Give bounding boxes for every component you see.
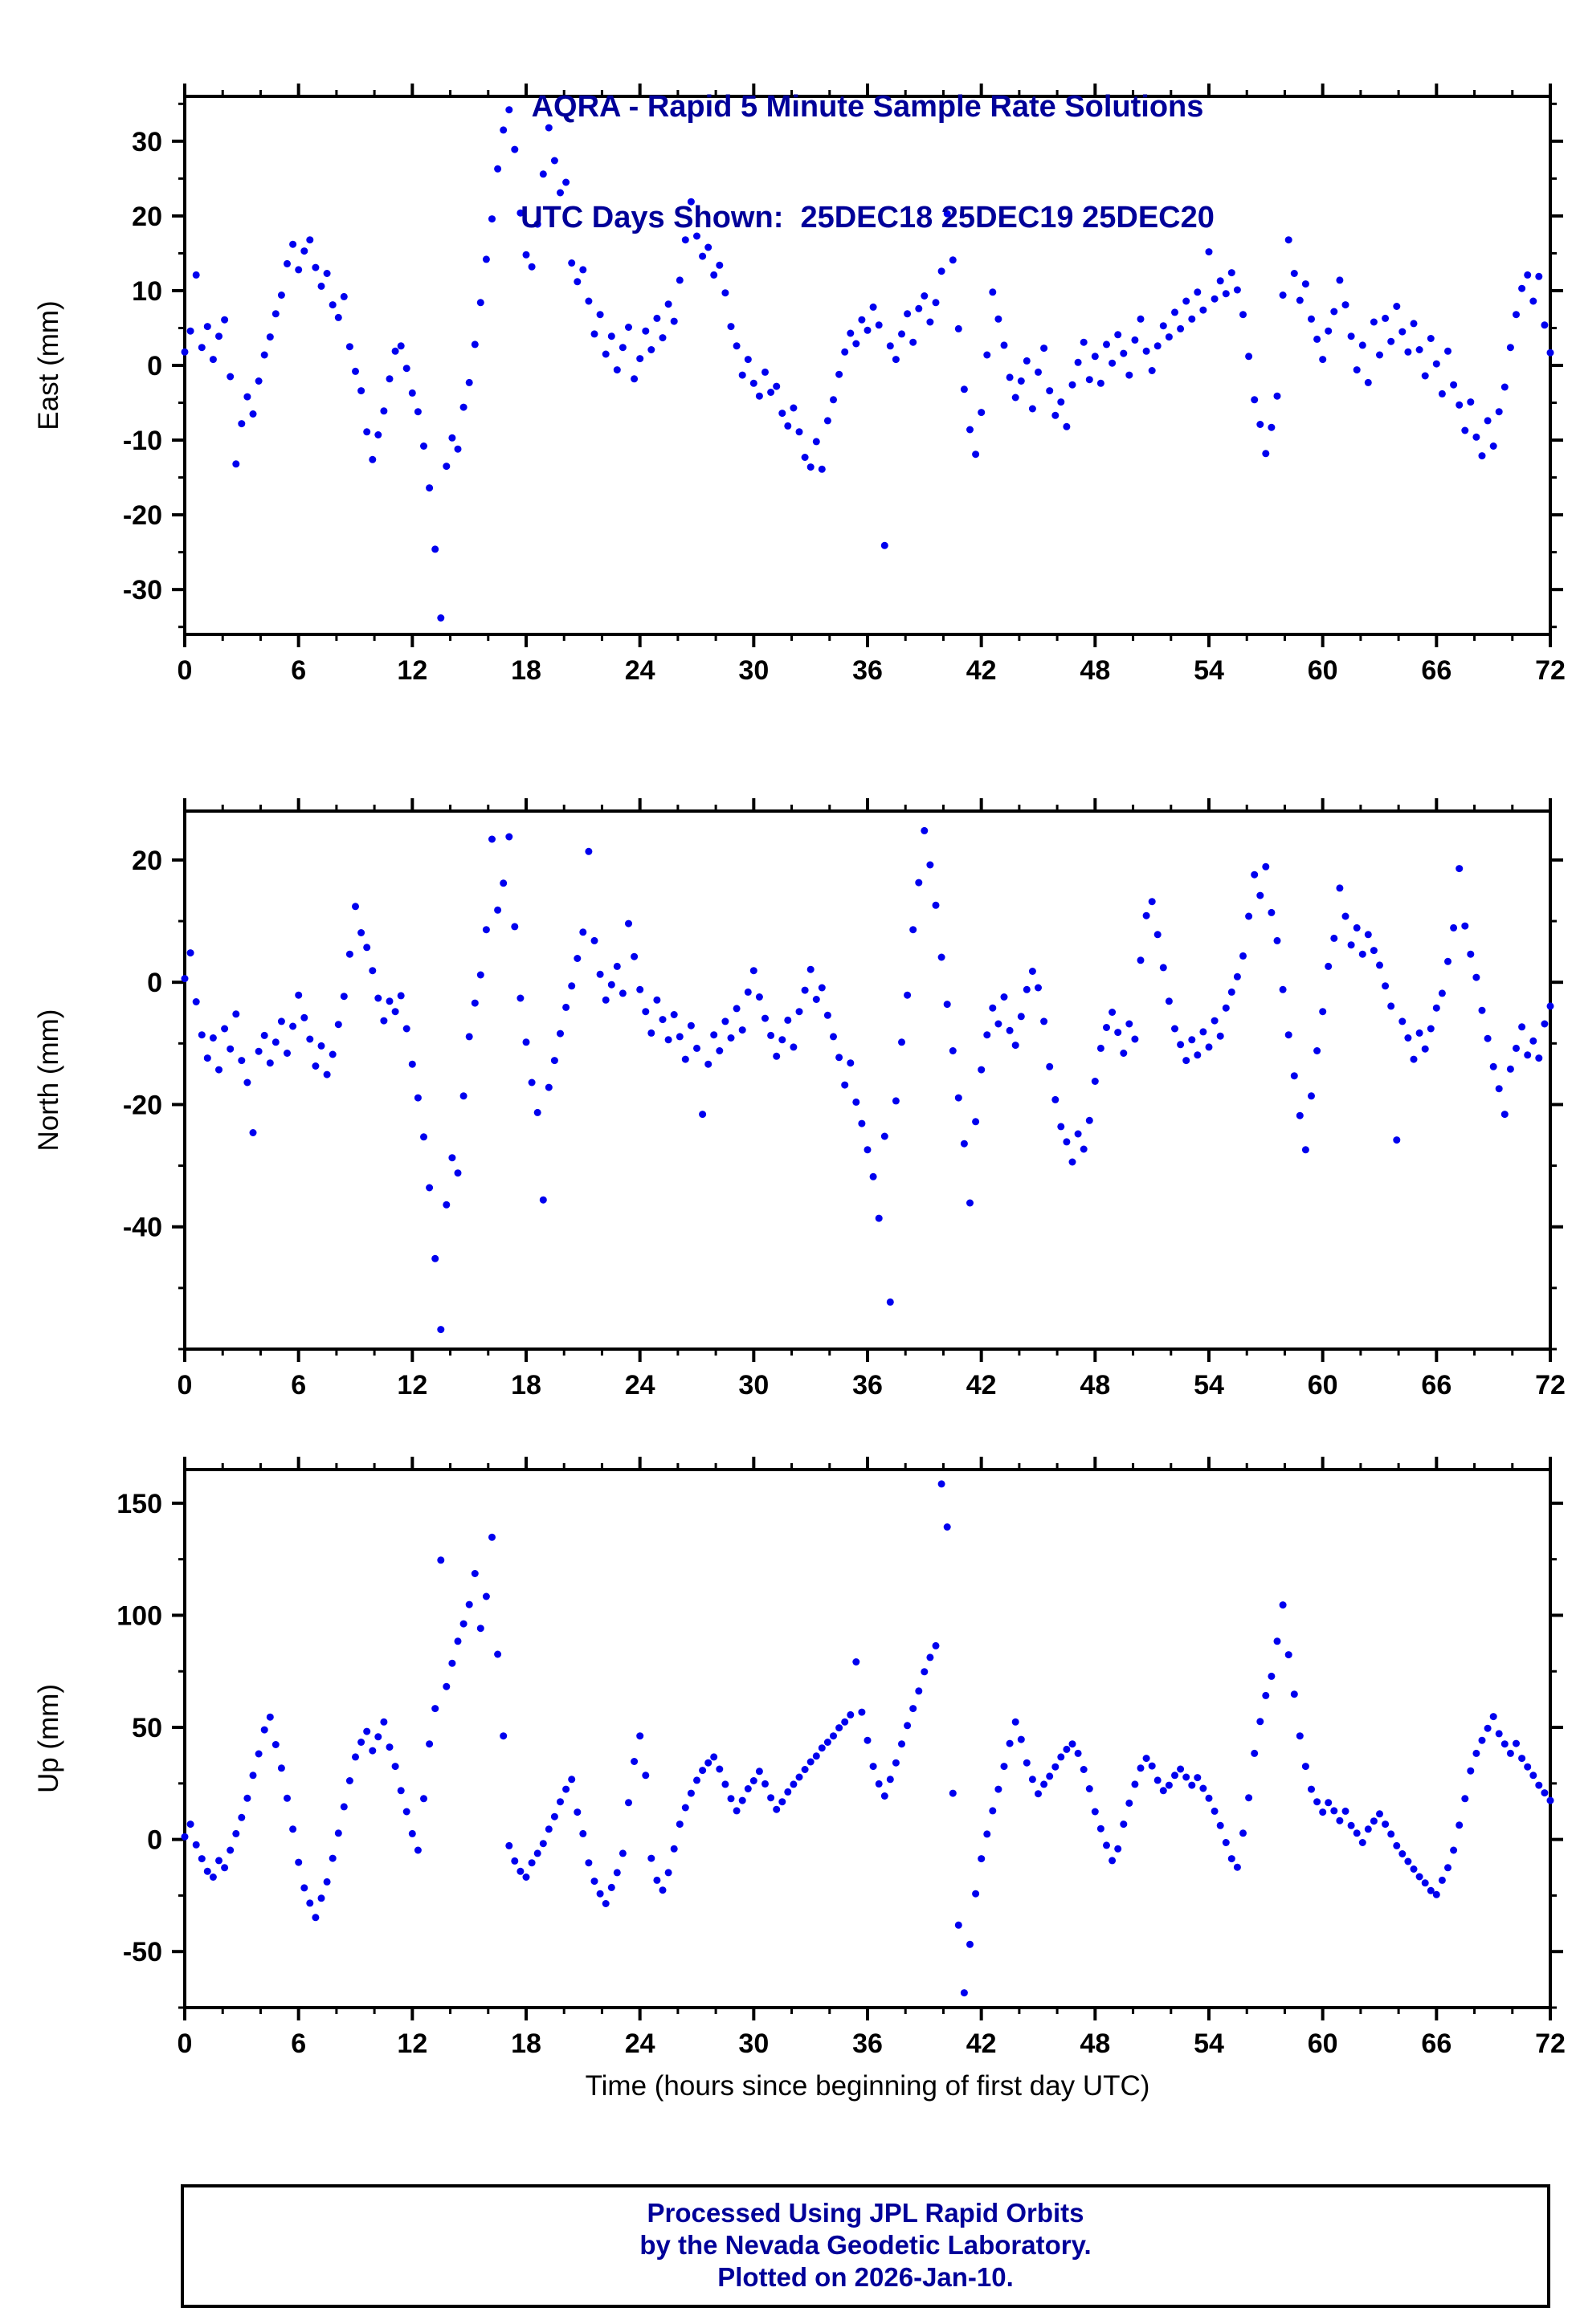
up-ytick-label: -50 [123,1937,162,1967]
up-points [181,1480,1554,1997]
east-ytick-label: 20 [132,202,162,232]
footer-line2: by the Nevada Geodetic Laboratory. [639,2230,1092,2260]
north-axis-label: North (mm) [33,1009,64,1152]
plot-title: AQRA - Rapid 5 Minute Sample Rate Soluti… [185,14,1550,310]
east-xtick-label: 72 [1535,655,1566,686]
up-xtick-label: 42 [966,2028,997,2059]
east-xtick-label: 36 [852,655,883,686]
east-xtick-label: 24 [625,655,655,686]
up-xtick-label: 60 [1308,2028,1338,2059]
east-xtick-label: 42 [966,655,997,686]
footer-box: Processed Using JPL Rapid Orbits by the … [181,2184,1550,2308]
plot-title-line2: UTC Days Shown: 25DEC18 25DEC19 25DEC20 [521,201,1215,234]
footer-line3: Plotted on 2026-Jan-10. [717,2262,1014,2292]
north-ytick-label: 0 [147,968,162,998]
east-ytick-label: 10 [132,276,162,307]
x-axis-label: Time (hours since beginning of first day… [585,2070,1150,2102]
east-xtick-label: 18 [511,655,541,686]
up-xtick-label: 66 [1421,2028,1451,2059]
east-xtick-label: 66 [1421,655,1451,686]
east-xtick-label: 54 [1194,655,1224,686]
east-ytick-label: -20 [123,500,162,531]
north-xtick-label: 60 [1308,1370,1338,1401]
north-points [181,826,1554,1334]
up-xtick-label: 54 [1194,2028,1224,2059]
east-xtick-label: 60 [1308,655,1338,686]
plot-title-line1: AQRA - Rapid 5 Minute Sample Rate Soluti… [531,90,1204,124]
north-ytick-label: 20 [132,846,162,876]
east-ytick-label: -10 [123,426,162,456]
up-xtick-label: 36 [852,2028,883,2059]
up-xtick-label: 12 [397,2028,427,2059]
east-xtick-label: 0 [178,655,193,686]
east-ytick-label: -30 [123,575,162,605]
footer-line1: Processed Using JPL Rapid Orbits [647,2198,1084,2228]
east-ytick-label: 30 [132,127,162,157]
up-xtick-label: 72 [1535,2028,1566,2059]
east-xtick-label: 30 [738,655,769,686]
east-panel: 0 6 12 18 24 30 36 42 48 54 60 66 72 -30 -20 -10 0 10 20 30… [33,84,1566,686]
up-ytick-label: 0 [147,1825,162,1856]
north-ytick-label: -20 [123,1090,162,1120]
north-panel: 0 6 12 18 24 30 36 42 48 54 60 66 72 -40 -20 0 20 North (… [33,798,1566,1401]
east-xtick-label: 48 [1080,655,1110,686]
north-xtick-label: 0 [178,1370,193,1401]
north-xtick-label: 6 [291,1370,306,1401]
north-xtick-label: 54 [1194,1370,1224,1401]
north-xtick-label: 48 [1080,1370,1110,1401]
up-xtick-label: 24 [625,2028,655,2059]
east-ytick-label: 0 [147,351,162,381]
up-ytick-label: 50 [132,1713,162,1743]
north-xtick-label: 30 [738,1370,769,1401]
up-xtick-label: 6 [291,2028,306,2059]
up-xtick-label: 30 [738,2028,769,2059]
north-ytick-label: -40 [123,1213,162,1243]
east-axis-label: East (mm) [33,300,64,430]
north-xtick-label: 24 [625,1370,655,1401]
north-xtick-label: 42 [966,1370,997,1401]
up-xtick-label: 18 [511,2028,541,2059]
north-xtick-label: 36 [852,1370,883,1401]
up-xtick-label: 0 [178,2028,193,2059]
north-xtick-label: 66 [1421,1370,1451,1401]
up-ytick-label: 100 [116,1600,162,1631]
up-axis-label: Up (mm) [33,1684,64,1793]
up-xtick-label: 48 [1080,2028,1110,2059]
north-xtick-label: 12 [397,1370,427,1401]
east-xtick-label: 6 [291,655,306,686]
up-panel: 0 6 12 18 24 30 36 42 48 54 60 66 72 -50 0 50 100 150 Up (… [33,1457,1566,2059]
east-points [181,106,1554,622]
up-ytick-label: 150 [116,1489,162,1519]
east-xtick-label: 12 [397,655,427,686]
north-xtick-label: 72 [1535,1370,1566,1401]
north-xtick-label: 18 [511,1370,541,1401]
